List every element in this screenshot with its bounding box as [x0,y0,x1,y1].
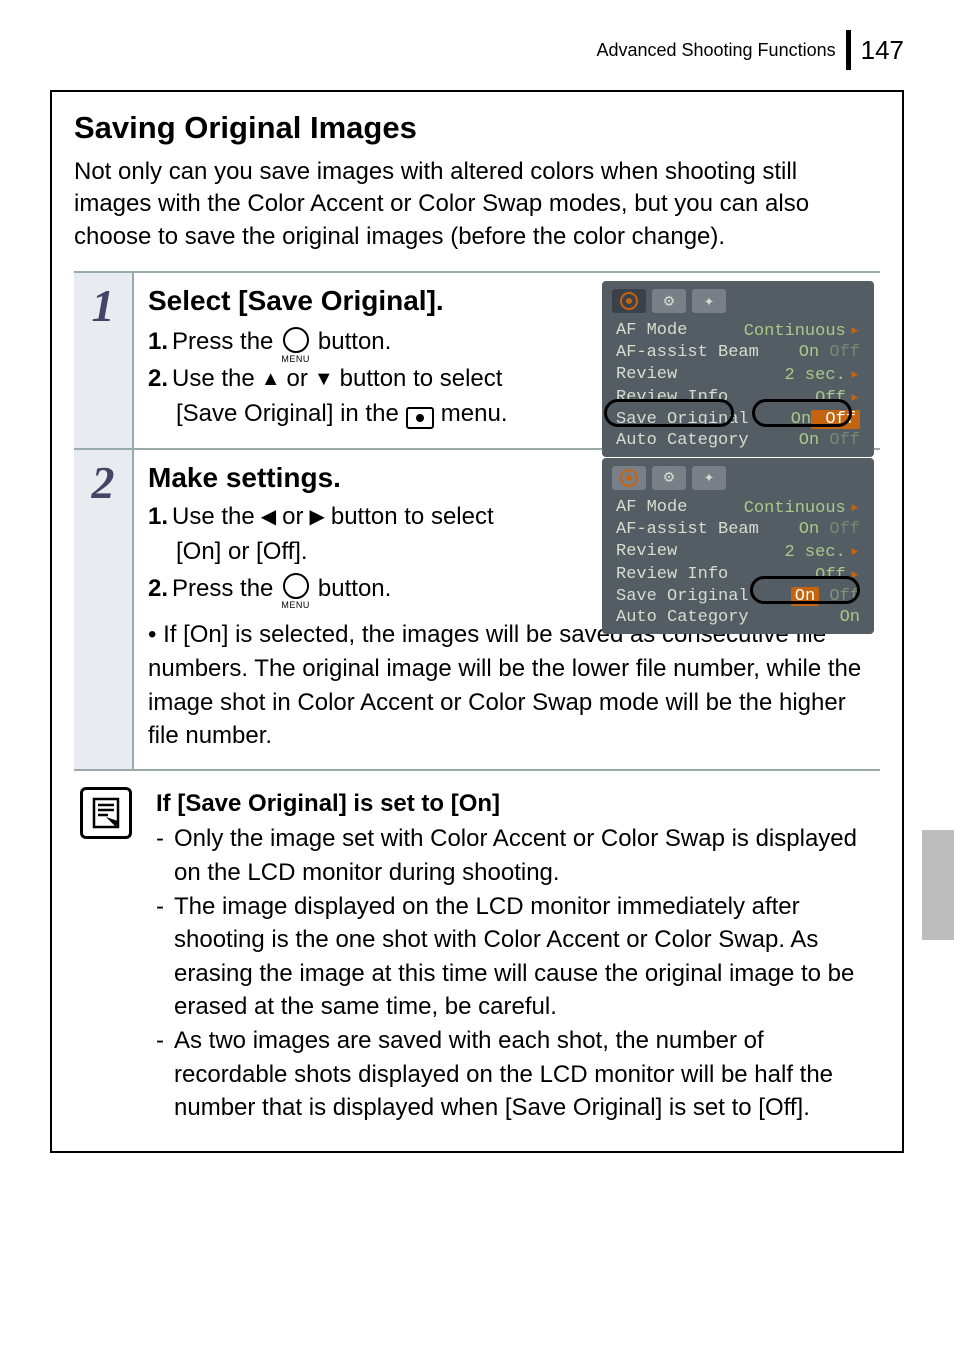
step-1-number: 1 [92,279,115,332]
cam-menu-row: AF-assist Beam On Off [612,519,864,540]
left-arrow-icon: ◀ [261,503,276,532]
cam-menu-row: Auto Category On Off [612,430,864,451]
highlight-oval-value [752,399,852,427]
cam-row-value: Continuous▸ [744,497,860,518]
cam-row-value: On Off [799,431,860,450]
text: Use the [172,500,255,535]
cam-tab-2-icon: ⚙ [652,466,686,490]
cam-row-label: AF Mode [616,498,687,517]
cam-row-value: On Off [799,520,860,539]
substep-num: 2. [148,572,168,607]
text: button. [318,325,391,360]
step-2-number-cell: 2 [74,450,134,769]
text: or [282,500,303,535]
cam-tab-rec-icon [612,466,646,490]
substep-num: 2. [148,362,168,397]
text: Press the [172,325,273,360]
step-2-bullet: • If [On] is selected, the images will b… [148,618,872,752]
text: button to select [331,500,494,535]
substep-num: 1. [148,500,168,535]
note-icon [80,787,132,839]
cam-row-value: Continuous▸ [744,320,860,341]
highlight-oval-label [604,399,734,427]
menu-label: MENU [281,599,310,612]
cam-row-label: Auto Category [616,431,749,450]
text: menu. [441,397,508,432]
note-text: Only the image set with Color Accent or … [174,822,874,889]
camera-menu-icon [406,407,434,429]
cam-tab-rec-icon [612,289,646,313]
menu-button-icon: MENU [281,573,310,612]
text: [Save Original] in the [176,397,399,432]
step-1-number-cell: 1 [74,273,134,448]
cam-row-label: AF Mode [616,321,687,340]
camera-screenshot-2: ⚙ ✦ AF Mode Continuous▸ AF-assist Beam On O… [602,458,874,634]
menu-label: MENU [281,353,310,366]
note-item: -As two images are saved with each shot,… [156,1024,874,1125]
note-dash: - [156,822,174,889]
cam-row-value: 2 sec.▸ [785,541,860,562]
cam-row-label: Save Original [616,587,749,606]
note-section: If [Save Original] is set to [On] -Only … [74,769,880,1129]
side-tab [922,830,954,940]
cam-menu-row: Review 2 sec.▸ [612,540,864,563]
cam-menu-row: Review 2 sec.▸ [612,363,864,386]
note-dash: - [156,1024,174,1125]
right-arrow-icon: ▶ [309,503,324,532]
cam-menu-row: AF-assist Beam On Off [612,342,864,363]
box-title: Saving Original Images [74,110,880,146]
text: Press the [172,572,273,607]
cam-row-label: Auto Category [616,608,749,627]
step-1-line-2b: [Save Original] in the menu. [176,397,656,432]
note-dash: - [156,890,174,1024]
text: or [287,362,308,397]
step-1-line-2: 2. Use the ▲ or ▼ button to select [148,362,628,397]
cam-row-value: On Off [799,343,860,362]
cam-tab-2-icon: ⚙ [652,289,686,313]
cam-menu-row: Auto Category On [612,607,864,628]
substep-num: 1. [148,325,168,360]
cam-row-label: Review Info [616,565,728,584]
camera-screenshot-1: ⚙ ✦ AF Mode Continuous▸ AF-assist Beam On O… [602,281,874,457]
text: [On] or [Off]. [176,535,308,570]
step-2: 2 Make settings. 1. Use the ◀ or ▶ butto… [74,448,880,769]
section-title: Advanced Shooting Functions [596,40,835,61]
cam-row-label: AF-assist Beam [616,520,759,539]
cam-row-label: AF-assist Beam [616,343,759,362]
note-heading: If [Save Original] is set to [On] [156,787,874,821]
content-box: Saving Original Images Not only can you … [50,90,904,1153]
step-2-number: 2 [92,456,115,509]
cam-row-value: On [840,608,860,627]
highlight-oval-value [750,576,860,604]
cam-row-value: 2 sec.▸ [785,364,860,385]
text: button to select [340,362,503,397]
note-text: As two images are saved with each shot, … [174,1024,874,1125]
cam-tab-3-icon: ✦ [692,289,726,313]
note-item: -The image displayed on the LCD monitor … [156,890,874,1024]
page-header: Advanced Shooting Functions 147 [50,30,904,70]
note-item: -Only the image set with Color Accent or… [156,822,874,889]
up-arrow-icon: ▲ [261,365,281,394]
cam-row-label: Review [616,365,677,384]
menu-button-icon: MENU [281,327,310,366]
step-1: 1 Select [Save Original]. 1. Press the M… [74,271,880,448]
down-arrow-icon: ▼ [314,365,334,394]
page-number: 147 [861,35,904,66]
cam-tab-3-icon: ✦ [692,466,726,490]
cam-menu-row: AF Mode Continuous▸ [612,319,864,342]
cam-row-label: Review [616,542,677,561]
text: button. [318,572,391,607]
box-intro: Not only can you save images with altere… [74,156,880,253]
step-2-line-1: 1. Use the ◀ or ▶ button to select [148,500,628,535]
header-divider [846,30,851,70]
cam-menu-row: AF Mode Continuous▸ [612,496,864,519]
text: Use the [172,362,255,397]
note-text: The image displayed on the LCD monitor i… [174,890,874,1024]
